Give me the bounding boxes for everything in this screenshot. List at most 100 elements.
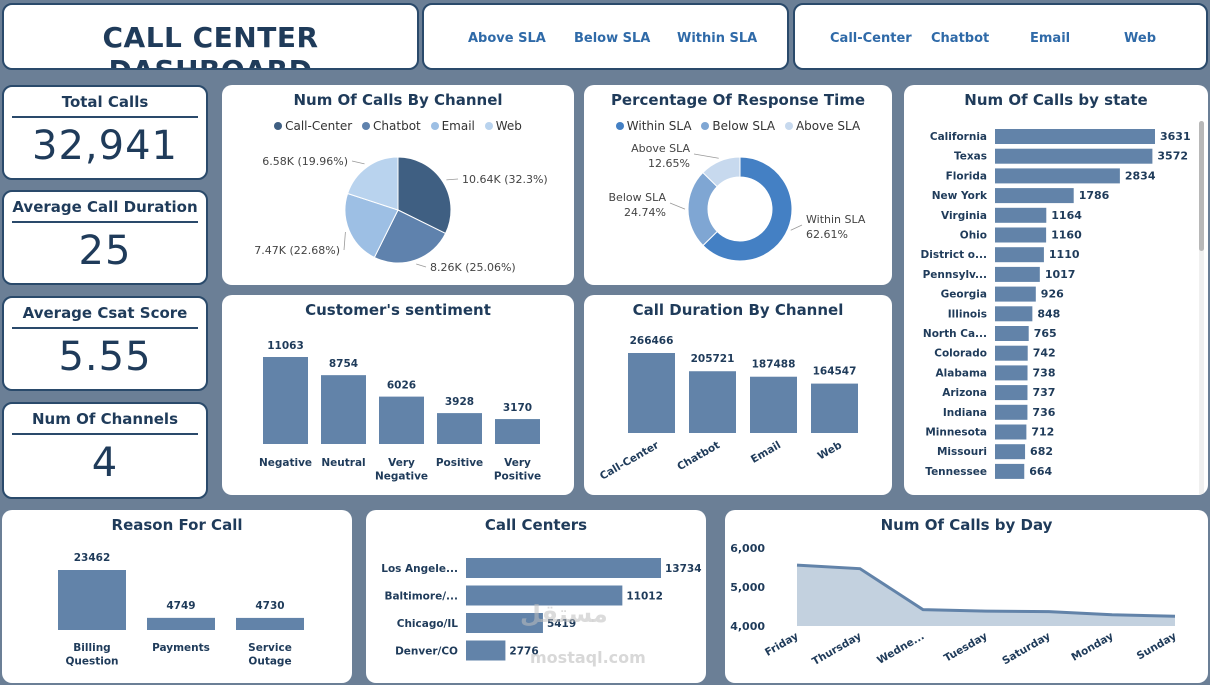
legend-item[interactable]: Above SLA xyxy=(784,119,860,133)
category-label: Billing Question xyxy=(65,642,118,668)
slicer-above-sla[interactable]: Above SLA xyxy=(468,31,546,46)
data-label: 1160 xyxy=(1051,229,1082,242)
category-label: Payments xyxy=(152,642,210,654)
data-label: 2834 xyxy=(1125,169,1156,182)
chart-title: Call Duration By Channel xyxy=(632,301,844,319)
kpi-title: Average Csat Score xyxy=(22,304,188,322)
bar xyxy=(495,419,540,444)
category-label: Call-Center xyxy=(598,439,662,483)
category-label: Texas xyxy=(954,151,987,163)
data-label: 664 xyxy=(1029,465,1052,478)
donut-chart: Within SLA 62.61% Below SLA 24.74% Above SLA… xyxy=(609,142,866,262)
data-label: 848 xyxy=(1037,307,1060,320)
category-label: Web xyxy=(816,439,845,463)
chart-title: Call Centers xyxy=(484,516,588,534)
data-label: 6026 xyxy=(387,380,416,392)
y-tick-label: 4,000 xyxy=(730,620,765,633)
bar xyxy=(995,168,1120,184)
bar xyxy=(995,207,1047,223)
data-label: 12.65% xyxy=(648,157,690,170)
legend-label: Web xyxy=(495,119,522,133)
call-centers-card: Call Centers Los Angele... 13734 Baltimore… xyxy=(366,510,706,683)
bar xyxy=(466,640,506,661)
category-label: Negative xyxy=(259,457,312,469)
data-label: 3572 xyxy=(1157,150,1188,163)
calls-by-channel-card: Num Of Calls By Channel Call-Center Chat… xyxy=(222,85,574,285)
chart-title: Reason For Call xyxy=(111,516,243,534)
bar xyxy=(995,266,1040,282)
data-label: 266466 xyxy=(630,335,674,347)
donut-slice xyxy=(687,171,718,247)
call-centers-bar-chart: Los Angele... 13734 Baltimore/... 11012 Chic… xyxy=(381,558,702,661)
calls-by-day-card: Num Of Calls by Day 6,000 5,000 4,000 Frida… xyxy=(725,510,1208,683)
slicer-below-sla[interactable]: Below SLA xyxy=(574,31,651,46)
category-label: Baltimore/... xyxy=(384,591,458,603)
leader-line xyxy=(351,160,365,165)
bar xyxy=(995,326,1029,341)
scrollbar-thumb[interactable] xyxy=(1199,121,1204,251)
legend-dot-icon xyxy=(484,122,493,130)
legend-item[interactable]: Email xyxy=(430,119,475,133)
leader-line xyxy=(343,231,346,251)
state-bar-chart: California 3631 Texas 3572 Florida 2834 New Yo… xyxy=(921,129,1191,479)
category-label: Illinois xyxy=(948,308,987,320)
slicer-within-sla[interactable]: Within SLA xyxy=(677,31,758,46)
category-label: Chicago/IL xyxy=(397,618,459,630)
leader-line xyxy=(669,202,686,210)
data-label: 62.61% xyxy=(806,228,848,241)
slicer-email[interactable]: Email xyxy=(1030,31,1071,46)
bar xyxy=(263,357,308,444)
data-label: 7.47K (22.68%) xyxy=(254,244,340,257)
category-label: Chatbot xyxy=(675,439,722,473)
x-tick-label: Monday xyxy=(1069,630,1115,664)
category-label: Alabama xyxy=(936,367,987,379)
kpi-title: Num Of Channels xyxy=(32,410,178,428)
slicer-chatbot[interactable]: Chatbot xyxy=(931,31,990,46)
bar xyxy=(466,558,661,578)
pie-chart: 10.64K (32.3%) 8.26K (25.06%) 7.47K (22.68… xyxy=(254,155,548,274)
legend-item[interactable]: Within SLA xyxy=(615,119,692,133)
legend-item[interactable]: Below SLA xyxy=(701,119,775,133)
area-line xyxy=(796,563,1176,618)
bar xyxy=(995,188,1074,204)
pie-slice xyxy=(344,192,399,259)
category-label: Denver/CO xyxy=(395,646,458,658)
legend-item[interactable]: Web xyxy=(484,119,522,133)
legend-dot-icon xyxy=(274,122,283,130)
bar xyxy=(995,385,1028,401)
watermark-latin: mostaql.com xyxy=(530,648,646,667)
legend-label: Call-Center xyxy=(285,119,353,133)
legend-item[interactable]: Call-Center xyxy=(274,119,352,133)
channel-slicer: Call-Center Chatbot Email Web xyxy=(793,3,1208,70)
legend-item[interactable]: Chatbot xyxy=(362,119,421,133)
data-label: 10.64K (32.3%) xyxy=(462,173,548,186)
data-label: 1786 xyxy=(1079,189,1110,202)
data-label: Above SLA xyxy=(631,142,690,155)
scrollbar[interactable] xyxy=(1199,121,1204,495)
legend-label: Chatbot xyxy=(373,119,421,133)
bar xyxy=(995,404,1028,420)
kpi-title: Average Call Duration xyxy=(12,198,198,216)
data-label: 3170 xyxy=(503,402,532,414)
data-label: 24.74% xyxy=(624,206,666,219)
category-label: Email xyxy=(749,439,783,466)
donut-slice xyxy=(702,156,741,188)
bar xyxy=(466,585,623,606)
data-label: 8754 xyxy=(329,358,358,370)
slicer-call-center[interactable]: Call-Center xyxy=(830,31,912,46)
slicer-web[interactable]: Web xyxy=(1124,31,1156,46)
category-label: Ohio xyxy=(960,230,987,242)
y-tick-label: 5,000 xyxy=(730,581,765,594)
kpi-num-channels: Num Of Channels 4 xyxy=(2,402,208,499)
kpi-divider xyxy=(12,433,198,435)
leader-line xyxy=(416,263,427,268)
data-label: 712 xyxy=(1031,426,1054,439)
category-label: Pennsylv... xyxy=(923,269,987,281)
kpi-total-calls: Total Calls 32,941 xyxy=(2,85,208,180)
data-label: 164547 xyxy=(813,366,857,378)
response-time-card: Percentage Of Response Time Within SLA B… xyxy=(584,85,892,285)
data-label: Below SLA xyxy=(609,191,667,204)
leader-line xyxy=(693,153,719,159)
kpi-value: 4 xyxy=(91,440,119,486)
category-label: Minnesota xyxy=(925,427,987,439)
